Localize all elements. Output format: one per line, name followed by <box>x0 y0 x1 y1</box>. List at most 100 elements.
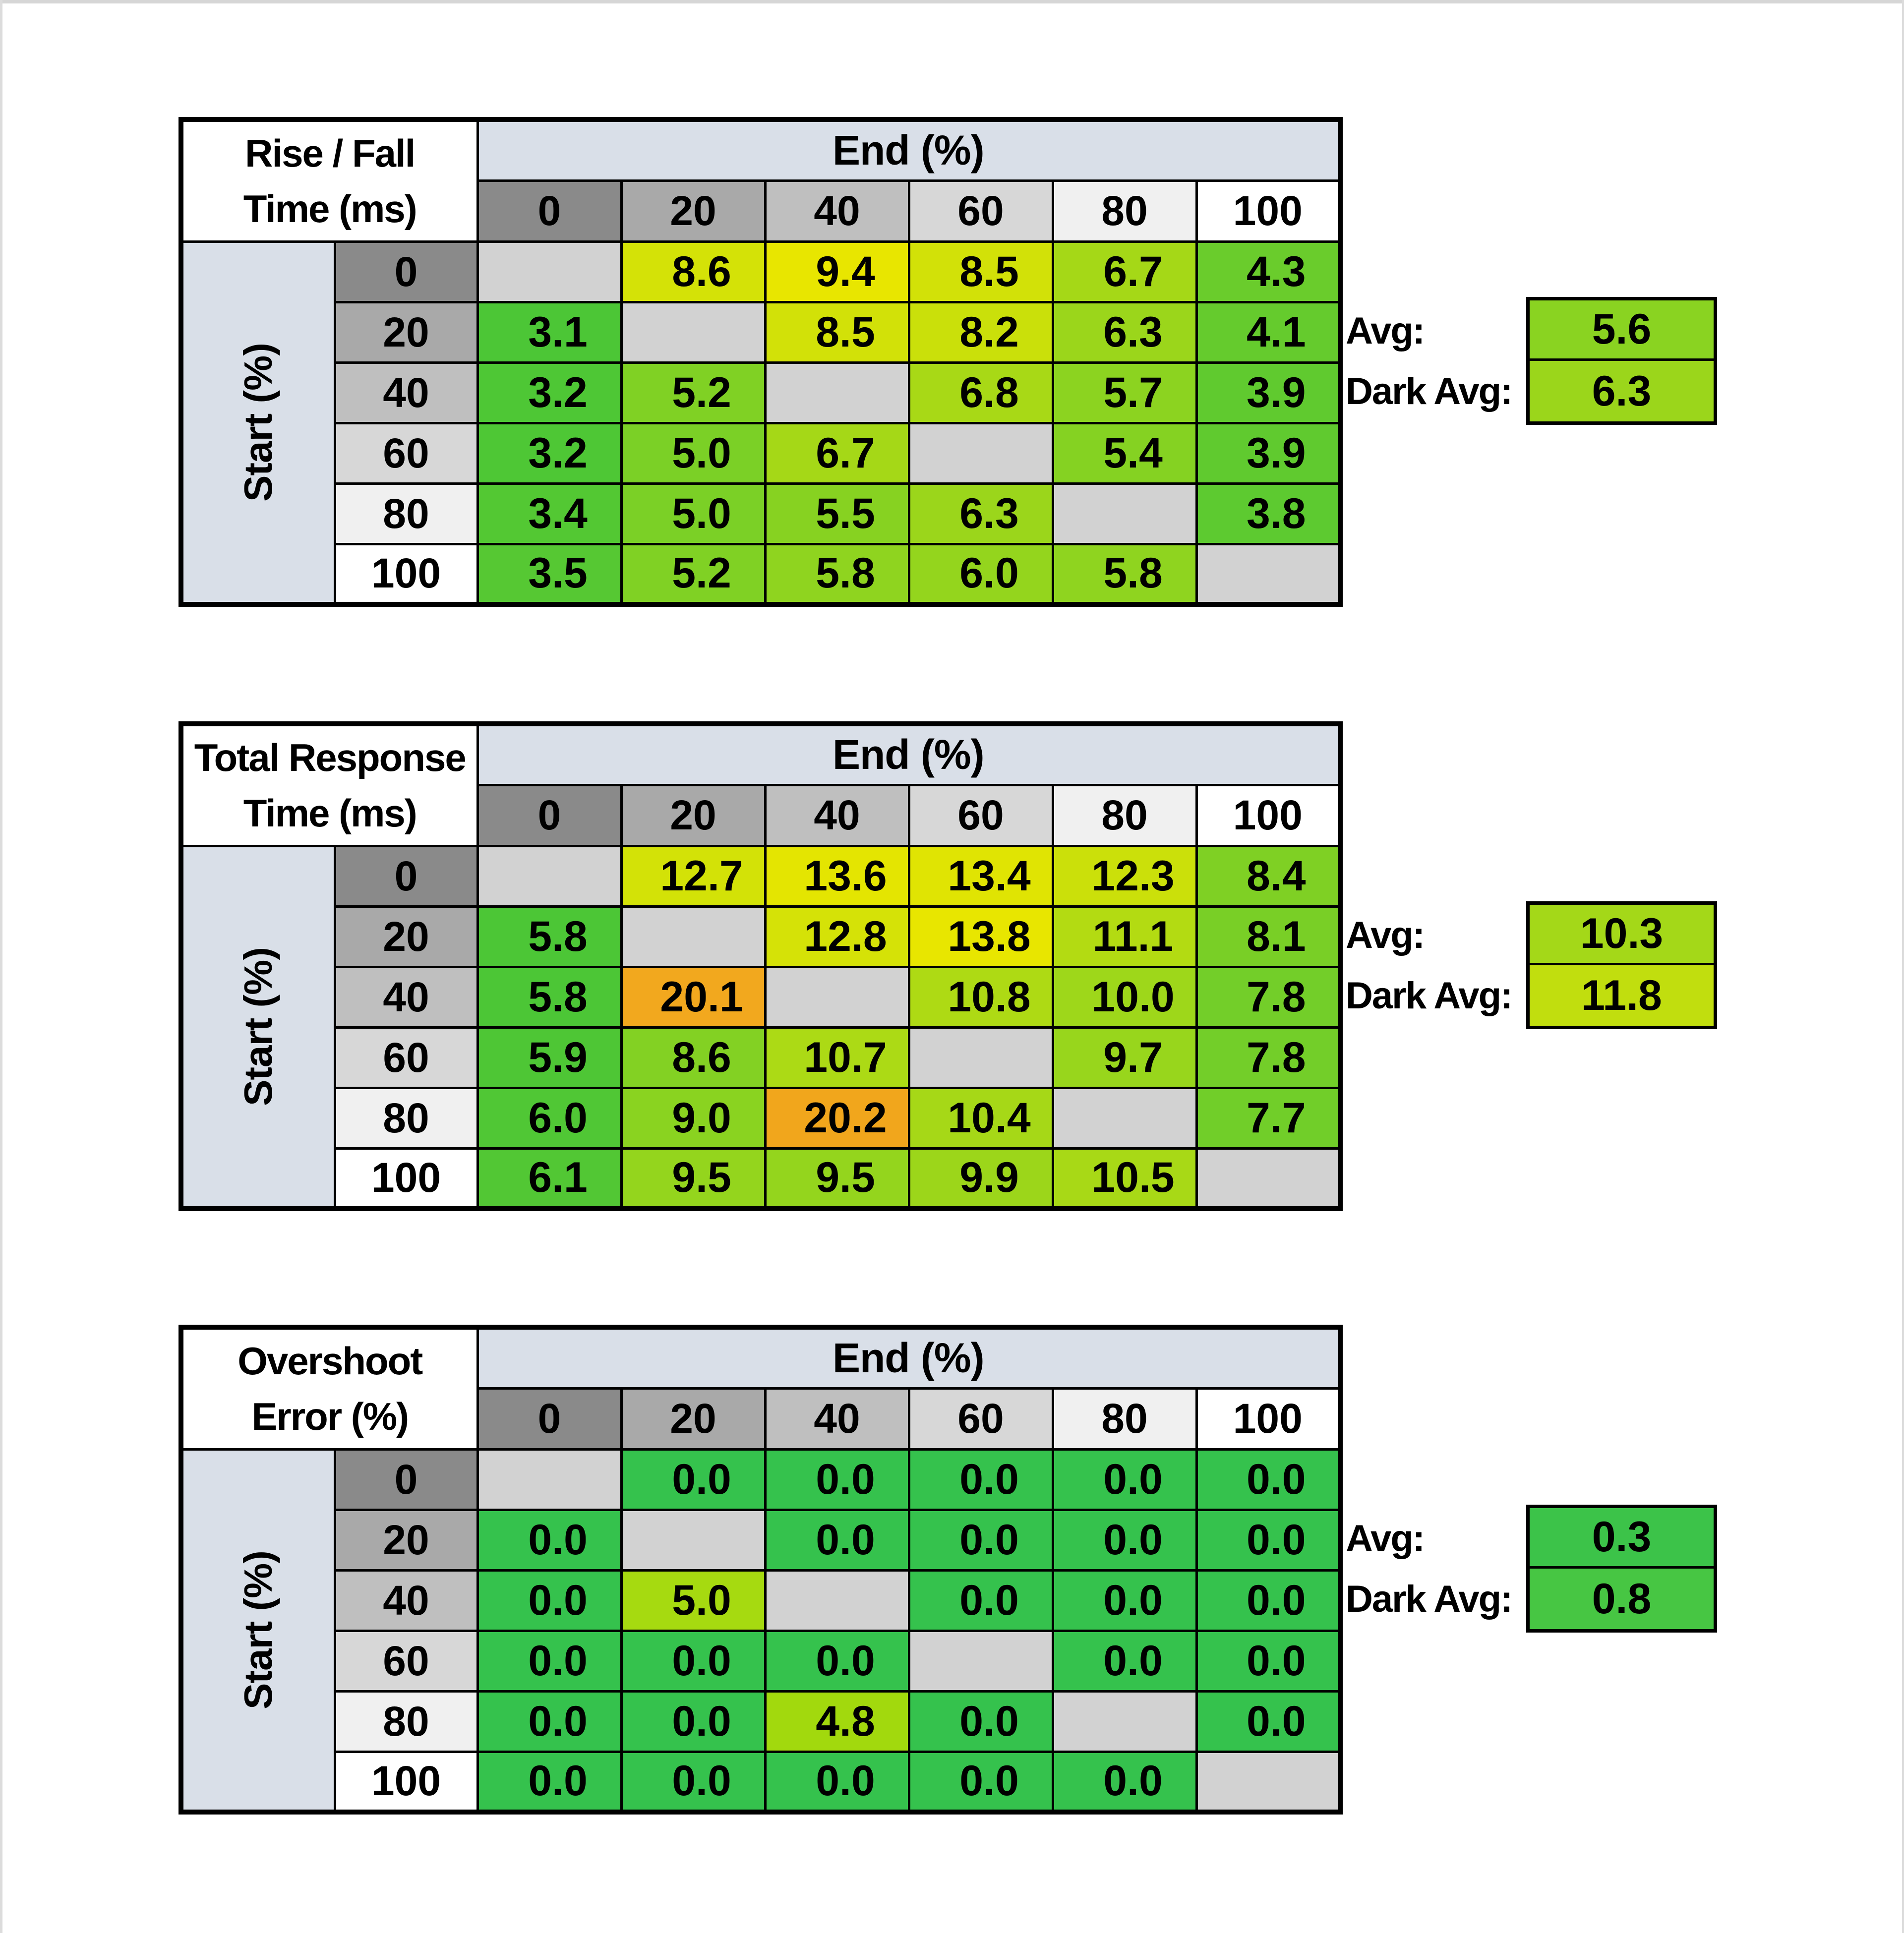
cell-start100-end0[interactable]: 3.5 <box>476 542 623 606</box>
cell-diagonal-start20[interactable] <box>620 1508 767 1572</box>
cell-start60-end0[interactable]: 5.9 <box>476 1026 623 1089</box>
cell-start100-end60[interactable]: 6.0 <box>907 542 1054 606</box>
cell-start80-end0[interactable]: 0.0 <box>476 1690 623 1753</box>
cell-start60-end40[interactable]: 10.7 <box>764 1026 910 1089</box>
cell-start20-end60[interactable]: 13.8 <box>907 905 1054 968</box>
cell-start20-end80[interactable]: 6.3 <box>1051 300 1198 364</box>
cell-start0-end100[interactable]: 4.3 <box>1195 240 1342 303</box>
cell-start40-end0[interactable]: 3.2 <box>476 361 623 424</box>
cell-start40-end60[interactable]: 6.8 <box>907 361 1054 424</box>
cell-start100-end20[interactable]: 9.5 <box>620 1147 767 1210</box>
cell-start100-end80[interactable]: 0.0 <box>1051 1750 1198 1814</box>
avg-value[interactable]: 5.6 <box>1530 300 1714 361</box>
cell-start0-end80[interactable]: 0.0 <box>1051 1448 1198 1511</box>
cell-start0-end40[interactable]: 0.0 <box>764 1448 910 1511</box>
cell-start80-end20[interactable]: 5.0 <box>620 482 767 545</box>
cell-diagonal-start0[interactable] <box>476 1448 623 1511</box>
cell-start100-end80[interactable]: 10.5 <box>1051 1147 1198 1210</box>
cell-diagonal-start80[interactable] <box>1051 1690 1198 1753</box>
avg-value[interactable]: 0.3 <box>1530 1508 1714 1569</box>
cell-start0-end20[interactable]: 8.6 <box>620 240 767 303</box>
cell-start0-end100[interactable]: 8.4 <box>1195 844 1342 908</box>
cell-start0-end60[interactable]: 13.4 <box>907 844 1054 908</box>
cell-start40-end100[interactable]: 0.0 <box>1195 1569 1342 1632</box>
cell-start20-end40[interactable]: 8.5 <box>764 300 910 364</box>
cell-start100-end20[interactable]: 5.2 <box>620 542 767 606</box>
cell-start20-end40[interactable]: 0.0 <box>764 1508 910 1572</box>
cell-start60-end40[interactable]: 6.7 <box>764 421 910 485</box>
cell-diagonal-start60[interactable] <box>907 421 1054 485</box>
cell-start20-end80[interactable]: 11.1 <box>1051 905 1198 968</box>
cell-start60-end100[interactable]: 3.9 <box>1195 421 1342 485</box>
cell-start100-end40[interactable]: 0.0 <box>764 1750 910 1814</box>
cell-start40-end20[interactable]: 5.0 <box>620 1569 767 1632</box>
cell-start0-end20[interactable]: 12.7 <box>620 844 767 908</box>
cell-start40-end20[interactable]: 20.1 <box>620 965 767 1029</box>
cell-start100-end20[interactable]: 0.0 <box>620 1750 767 1814</box>
cell-diagonal-start100[interactable] <box>1195 1147 1342 1210</box>
cell-start0-end60[interactable]: 0.0 <box>907 1448 1054 1511</box>
cell-start100-end60[interactable]: 9.9 <box>907 1147 1054 1210</box>
cell-start100-end0[interactable]: 0.0 <box>476 1750 623 1814</box>
cell-start20-end0[interactable]: 0.0 <box>476 1508 623 1572</box>
cell-start40-end0[interactable]: 5.8 <box>476 965 623 1029</box>
avg-value[interactable]: 10.3 <box>1530 905 1714 965</box>
cell-start0-end100[interactable]: 0.0 <box>1195 1448 1342 1511</box>
cell-start40-end0[interactable]: 0.0 <box>476 1569 623 1632</box>
cell-start80-end0[interactable]: 3.4 <box>476 482 623 545</box>
cell-start60-end20[interactable]: 5.0 <box>620 421 767 485</box>
cell-start0-end40[interactable]: 9.4 <box>764 240 910 303</box>
cell-diagonal-start0[interactable] <box>476 844 623 908</box>
cell-diagonal-start20[interactable] <box>620 300 767 364</box>
cell-start100-end40[interactable]: 5.8 <box>764 542 910 606</box>
cell-start20-end0[interactable]: 3.1 <box>476 300 623 364</box>
cell-start60-end80[interactable]: 5.4 <box>1051 421 1198 485</box>
cell-start80-end100[interactable]: 7.7 <box>1195 1086 1342 1150</box>
cell-start80-end0[interactable]: 6.0 <box>476 1086 623 1150</box>
dark-avg-value[interactable]: 6.3 <box>1530 361 1714 421</box>
cell-start80-end40[interactable]: 4.8 <box>764 1690 910 1753</box>
cell-start60-end100[interactable]: 0.0 <box>1195 1629 1342 1693</box>
cell-diagonal-start60[interactable] <box>907 1026 1054 1089</box>
dark-avg-value[interactable]: 11.8 <box>1530 965 1714 1026</box>
cell-start60-end0[interactable]: 3.2 <box>476 421 623 485</box>
cell-diagonal-start80[interactable] <box>1051 1086 1198 1150</box>
cell-start0-end20[interactable]: 0.0 <box>620 1448 767 1511</box>
cell-start20-end100[interactable]: 0.0 <box>1195 1508 1342 1572</box>
cell-start60-end80[interactable]: 9.7 <box>1051 1026 1198 1089</box>
cell-diagonal-start100[interactable] <box>1195 1750 1342 1814</box>
cell-start60-end20[interactable]: 8.6 <box>620 1026 767 1089</box>
cell-diagonal-start40[interactable] <box>764 1569 910 1632</box>
cell-start0-end60[interactable]: 8.5 <box>907 240 1054 303</box>
cell-start60-end40[interactable]: 0.0 <box>764 1629 910 1693</box>
cell-start80-end60[interactable]: 6.3 <box>907 482 1054 545</box>
cell-start20-end100[interactable]: 4.1 <box>1195 300 1342 364</box>
cell-start80-end60[interactable]: 0.0 <box>907 1690 1054 1753</box>
cell-start40-end80[interactable]: 5.7 <box>1051 361 1198 424</box>
cell-diagonal-start20[interactable] <box>620 905 767 968</box>
cell-start20-end100[interactable]: 8.1 <box>1195 905 1342 968</box>
cell-diagonal-start100[interactable] <box>1195 542 1342 606</box>
cell-start40-end100[interactable]: 3.9 <box>1195 361 1342 424</box>
cell-start20-end60[interactable]: 0.0 <box>907 1508 1054 1572</box>
cell-start80-end100[interactable]: 3.8 <box>1195 482 1342 545</box>
cell-start40-end60[interactable]: 10.8 <box>907 965 1054 1029</box>
cell-start20-end40[interactable]: 12.8 <box>764 905 910 968</box>
cell-diagonal-start0[interactable] <box>476 240 623 303</box>
cell-start60-end0[interactable]: 0.0 <box>476 1629 623 1693</box>
cell-start0-end80[interactable]: 12.3 <box>1051 844 1198 908</box>
cell-start0-end40[interactable]: 13.6 <box>764 844 910 908</box>
cell-start80-end40[interactable]: 20.2 <box>764 1086 910 1150</box>
cell-start80-end60[interactable]: 10.4 <box>907 1086 1054 1150</box>
cell-start100-end80[interactable]: 5.8 <box>1051 542 1198 606</box>
cell-start40-end60[interactable]: 0.0 <box>907 1569 1054 1632</box>
cell-start20-end80[interactable]: 0.0 <box>1051 1508 1198 1572</box>
cell-start100-end60[interactable]: 0.0 <box>907 1750 1054 1814</box>
cell-start20-end60[interactable]: 8.2 <box>907 300 1054 364</box>
cell-start60-end80[interactable]: 0.0 <box>1051 1629 1198 1693</box>
cell-start20-end0[interactable]: 5.8 <box>476 905 623 968</box>
cell-start0-end80[interactable]: 6.7 <box>1051 240 1198 303</box>
cell-diagonal-start40[interactable] <box>764 965 910 1029</box>
cell-start60-end20[interactable]: 0.0 <box>620 1629 767 1693</box>
cell-start40-end80[interactable]: 0.0 <box>1051 1569 1198 1632</box>
